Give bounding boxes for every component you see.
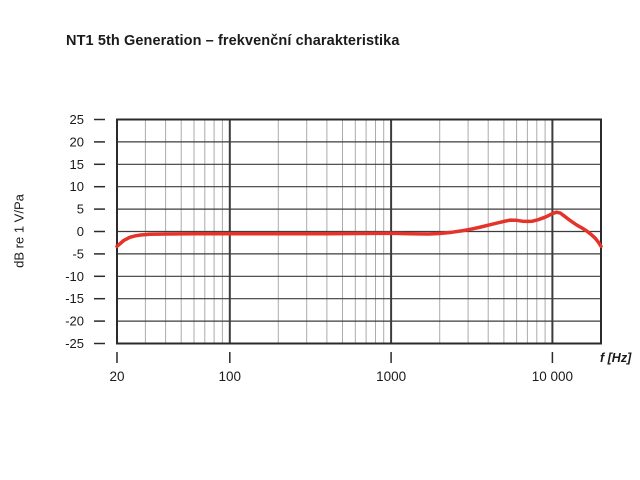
y-tick-label: -15 <box>65 291 84 306</box>
y-tick-label: 25 <box>70 112 84 127</box>
x-tick-label: 10 000 <box>532 369 573 384</box>
y-tick-label: -20 <box>65 314 84 329</box>
frequency-response-curve <box>115 210 603 249</box>
y-axis-ticks: 25 20 15 10 5 0 -5 -10 -15 -20 -25 <box>65 112 105 351</box>
y-tick-label: 5 <box>77 202 84 217</box>
y-tick-label: -25 <box>65 336 84 351</box>
plot-frame <box>116 118 602 345</box>
y-tick-label: 15 <box>70 157 84 172</box>
y-tick-label: -5 <box>72 246 84 261</box>
grid-horizontal <box>117 141 601 322</box>
x-axis-ticks: 20 100 1000 10 000 <box>109 352 573 384</box>
y-tick-label: 0 <box>77 224 84 239</box>
grid-major-vertical <box>228 119 554 344</box>
x-tick-label: 20 <box>109 369 124 384</box>
y-tick-label: 10 <box>70 179 84 194</box>
x-axis-unit-label: f [Hz] <box>600 351 632 365</box>
y-tick-label: -10 <box>65 269 84 284</box>
chart-title: NT1 5th Generation – frekvenční charakte… <box>66 33 400 49</box>
y-tick-label: 20 <box>70 134 84 149</box>
x-tick-label: 1000 <box>376 369 406 384</box>
x-tick-label: 100 <box>219 369 242 384</box>
